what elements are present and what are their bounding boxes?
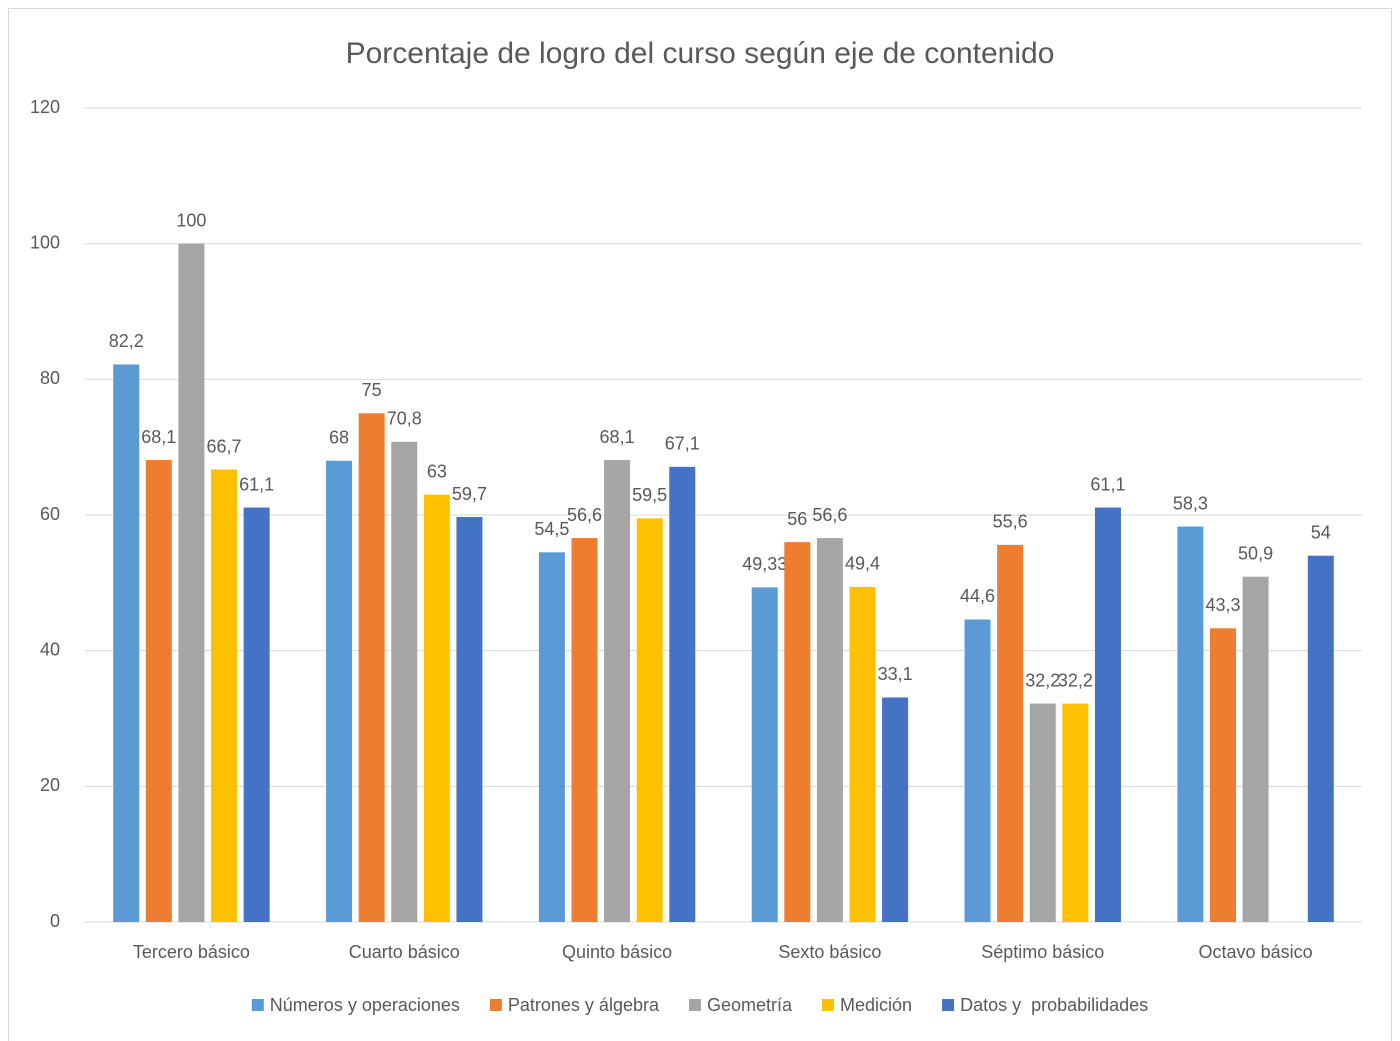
chart-title: Porcentaje de logro del curso según eje …	[346, 37, 1055, 70]
bar	[423, 494, 450, 922]
data-label: 75	[362, 380, 382, 400]
bar	[1177, 526, 1204, 922]
data-label: 59,5	[632, 485, 667, 505]
bar	[784, 542, 811, 922]
x-tick-label: Cuarto básico	[349, 942, 460, 962]
data-label: 32,2	[1058, 670, 1093, 690]
legend-label: Patrones y álgebra	[508, 995, 660, 1015]
data-label: 49,33	[742, 554, 787, 574]
data-label: 49,4	[845, 554, 880, 574]
y-tick-label: 20	[40, 775, 60, 795]
bar	[145, 460, 172, 922]
legend-swatch	[942, 999, 955, 1011]
bar	[1242, 576, 1269, 922]
bar	[211, 469, 238, 922]
data-label: 50,9	[1238, 543, 1273, 563]
data-label: 54	[1311, 522, 1331, 542]
y-tick-label: 100	[30, 232, 60, 252]
x-tick-label: Sexto básico	[778, 942, 881, 962]
data-label: 100	[176, 210, 206, 230]
data-label: 67,1	[665, 434, 700, 454]
data-label: 43,3	[1205, 595, 1240, 615]
data-label: 32,2	[1025, 670, 1060, 690]
legend-swatch	[251, 999, 264, 1011]
bar	[636, 518, 663, 922]
bar	[1209, 628, 1236, 922]
data-label: 68,1	[141, 427, 176, 447]
y-tick-label: 40	[40, 639, 60, 659]
x-tick-label: Tercero básico	[133, 942, 250, 962]
legend-swatch	[489, 999, 502, 1011]
y-tick-label: 0	[50, 911, 60, 931]
data-label: 33,1	[878, 664, 913, 684]
data-label: 55,6	[993, 512, 1028, 532]
bar	[326, 460, 353, 922]
data-label: 44,6	[960, 586, 995, 606]
x-tick-label: Quinto básico	[562, 942, 672, 962]
bar	[113, 364, 140, 922]
bar	[1307, 555, 1334, 922]
chart-border	[8, 8, 1392, 1041]
y-tick-label: 60	[40, 504, 60, 524]
legend-label: Datos y probabilidades	[960, 995, 1148, 1015]
data-label: 70,8	[387, 408, 422, 428]
data-label: 54,5	[534, 519, 569, 539]
data-label: 56,6	[812, 505, 847, 525]
data-label: 61,1	[239, 474, 274, 494]
bar	[178, 243, 205, 922]
legend-swatch	[822, 999, 835, 1011]
legend-label: Números y operaciones	[270, 995, 460, 1015]
bar	[669, 466, 696, 922]
data-label: 61,1	[1090, 474, 1125, 494]
bar	[243, 507, 270, 922]
y-tick-label: 80	[40, 368, 60, 388]
data-label: 58,3	[1173, 493, 1208, 513]
bar	[751, 587, 778, 922]
data-label: 59,7	[452, 484, 487, 504]
data-label: 82,2	[109, 331, 144, 351]
data-label: 56	[787, 509, 807, 529]
bar	[1029, 703, 1056, 922]
data-label: 63	[427, 461, 447, 481]
bar	[1094, 507, 1121, 922]
bar	[456, 517, 483, 922]
bar	[571, 538, 598, 922]
bar	[1062, 703, 1089, 922]
y-tick-label: 120	[30, 97, 60, 117]
x-tick-label: Octavo básico	[1199, 942, 1313, 962]
x-tick-label: Séptimo básico	[981, 942, 1104, 962]
data-label: 56,6	[567, 505, 602, 525]
legend-swatch	[688, 999, 701, 1011]
legend-label: Medición	[840, 995, 912, 1015]
data-label: 68,1	[600, 427, 635, 447]
bar	[964, 619, 991, 922]
bar	[391, 441, 418, 922]
bar	[538, 552, 565, 922]
bar	[882, 697, 909, 922]
legend-label: Geometría	[707, 995, 793, 1015]
bar	[816, 538, 843, 922]
data-label: 68	[329, 427, 349, 447]
bar	[849, 586, 876, 922]
bar	[604, 460, 631, 922]
data-label: 66,7	[206, 436, 241, 456]
bar	[997, 544, 1024, 922]
bar	[358, 413, 385, 922]
